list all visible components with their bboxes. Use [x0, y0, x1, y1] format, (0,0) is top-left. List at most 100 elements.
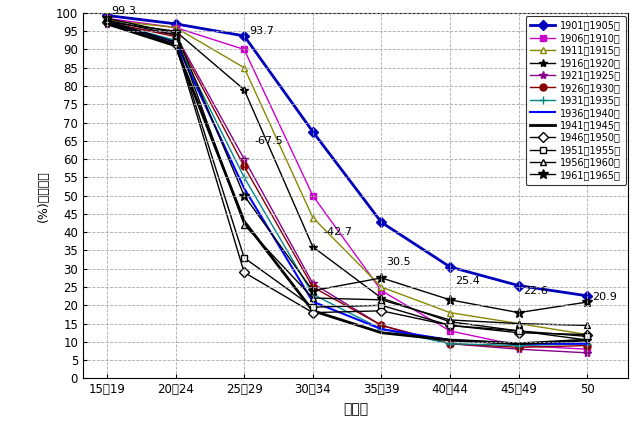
1946～1950年 — [240, 270, 248, 275]
1961～1965年 — [446, 297, 454, 302]
Line: 1911～1915年: 1911～1915年 — [103, 17, 591, 338]
1906～1910年 — [583, 347, 591, 352]
1941～1945年 — [172, 43, 179, 48]
1946～1950年 — [309, 310, 316, 315]
1951～1955年 — [309, 304, 316, 310]
1951～1955年 — [378, 303, 385, 308]
Line: 1936～1940年: 1936～1940年 — [107, 22, 587, 344]
1946～1950年 — [378, 308, 385, 313]
1901～1905年 — [103, 13, 111, 18]
1956～1960年 — [103, 18, 111, 23]
1931～1935年 — [446, 341, 454, 346]
1926～1930年 — [103, 19, 111, 25]
1931～1935年 — [583, 341, 591, 346]
1961～1965年 — [103, 16, 111, 21]
1931～1935年 — [103, 19, 111, 25]
1921～1925年 — [172, 32, 179, 37]
1936～1940年 — [583, 341, 591, 346]
1941～1945年 — [240, 219, 248, 224]
Text: 25.4: 25.4 — [455, 276, 480, 286]
1911～1915年 — [378, 285, 385, 290]
Line: 1951～1955年: 1951～1955年 — [103, 18, 591, 340]
1961～1965年 — [240, 193, 248, 198]
1951～1955年 — [103, 18, 111, 24]
Line: 1916～1920年: 1916～1920年 — [103, 18, 592, 344]
1946～1950年 — [103, 19, 111, 25]
1936～1940年 — [240, 186, 248, 191]
1901～1905年 — [309, 129, 316, 134]
1906～1910年 — [378, 288, 385, 293]
1926～1930年 — [446, 341, 454, 346]
1931～1935年 — [172, 38, 179, 43]
1946～1950年 — [583, 332, 591, 337]
1926～1930年 — [378, 323, 385, 328]
1931～1935年 — [515, 343, 522, 348]
1956～1960年 — [309, 295, 316, 301]
1911～1915年 — [583, 332, 591, 337]
Line: 1906～1910年: 1906～1910年 — [104, 15, 590, 352]
1931～1935年 — [240, 175, 248, 180]
1926～1930年 — [583, 343, 591, 348]
1936～1940年 — [515, 341, 522, 346]
1941～1945年 — [103, 21, 111, 26]
Line: 1961～1965年: 1961～1965年 — [102, 13, 592, 317]
1916～1920年 — [103, 19, 111, 25]
Line: 1931～1935年: 1931～1935年 — [103, 18, 592, 350]
1916～1920年 — [515, 329, 522, 334]
Text: -42.7: -42.7 — [323, 227, 352, 237]
1926～1930年 — [515, 345, 522, 350]
Text: -67.5: -67.5 — [254, 136, 283, 147]
1911～1915年 — [103, 18, 111, 23]
1931～1935年 — [378, 326, 385, 332]
1901～1905年 — [240, 34, 248, 39]
1926～1930年 — [309, 285, 316, 290]
1946～1950年 — [446, 323, 454, 328]
1911～1915年 — [172, 25, 179, 30]
Line: 1956～1960年: 1956～1960年 — [103, 17, 591, 329]
1901～1905年 — [446, 264, 454, 270]
1941～1945年 — [309, 308, 316, 313]
1906～1910年 — [515, 343, 522, 348]
1946～1950年 — [172, 41, 179, 46]
1906～1910年 — [446, 329, 454, 334]
1926～1930年 — [240, 164, 248, 169]
X-axis label: 年　齢: 年 齢 — [343, 402, 368, 416]
Text: 99.3: 99.3 — [112, 6, 136, 15]
1956～1960年 — [446, 317, 454, 322]
1956～1960年 — [172, 32, 179, 37]
1961～1965年 — [172, 31, 179, 36]
1951～1955年 — [240, 255, 248, 261]
1951～1955年 — [172, 40, 179, 45]
Text: 30.5: 30.5 — [386, 257, 411, 267]
Line: 1926～1930年: 1926～1930年 — [103, 18, 591, 351]
Line: 1901～1905年: 1901～1905年 — [103, 12, 591, 299]
1921～1925年 — [583, 350, 591, 356]
1921～1925年 — [515, 347, 522, 352]
Line: 1946～1950年: 1946～1950年 — [103, 18, 591, 338]
1916～1920年 — [583, 338, 591, 343]
1911～1915年 — [309, 215, 316, 220]
1936～1940年 — [378, 326, 385, 332]
1941～1945年 — [583, 338, 591, 343]
Line: 1921～1925年: 1921～1925年 — [103, 20, 592, 357]
Text: 93.7: 93.7 — [249, 26, 274, 36]
1916～1920年 — [309, 244, 316, 249]
1901～1905年 — [583, 293, 591, 298]
1956～1960年 — [515, 321, 522, 326]
1901～1905年 — [515, 283, 522, 288]
1901～1905年 — [172, 21, 179, 26]
1941～1945年 — [515, 341, 522, 346]
1936～1940年 — [172, 40, 179, 45]
Y-axis label: (%)　未婚率: (%) 未婚率 — [37, 170, 50, 221]
1921～1925年 — [240, 157, 248, 162]
1906～1910年 — [240, 47, 248, 52]
1931～1935年 — [309, 292, 316, 297]
1921～1925年 — [446, 341, 454, 346]
1956～1960年 — [378, 297, 385, 302]
1936～1940年 — [446, 338, 454, 343]
1951～1955年 — [446, 323, 454, 328]
1916～1920年 — [172, 28, 179, 34]
1951～1955年 — [583, 334, 591, 339]
Line: 1941～1945年: 1941～1945年 — [107, 24, 587, 344]
1916～1920年 — [446, 319, 454, 324]
